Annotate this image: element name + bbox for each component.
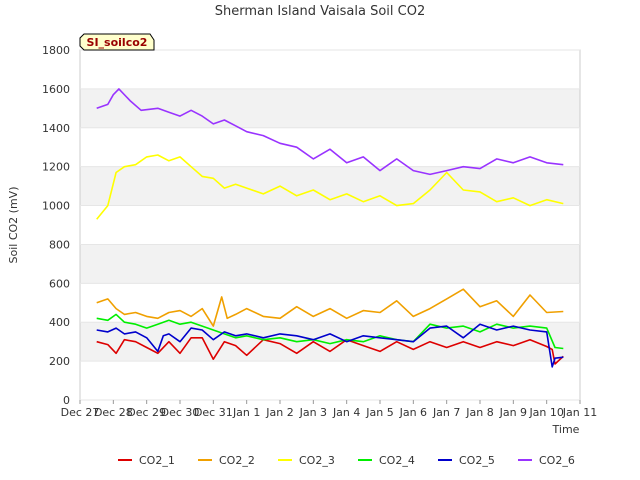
chart-title: Sherman Island Vaisala Soil CO2 bbox=[215, 4, 425, 19]
legend-label: CO2_5 bbox=[459, 454, 495, 467]
x-tick-label: Dec 28 bbox=[94, 406, 133, 419]
legend-item: CO2_6 bbox=[518, 454, 575, 467]
y-tick-label: 200 bbox=[49, 355, 70, 368]
x-tick-label: Jan 10 bbox=[528, 406, 563, 419]
y-tick-label: 800 bbox=[49, 238, 70, 251]
x-tick-label: Dec 31 bbox=[194, 406, 233, 419]
grid-band bbox=[80, 88, 580, 128]
legend-label: CO2_2 bbox=[219, 454, 255, 467]
y-axis-label: Soil CO2 (mV) bbox=[7, 187, 20, 264]
x-tick-label: Jan 8 bbox=[465, 406, 493, 419]
badge-box bbox=[79, 33, 155, 51]
x-tick-label: Jan 1 bbox=[232, 406, 260, 419]
x-tick-label: Jan 6 bbox=[399, 406, 427, 419]
legend: CO2_1 CO2_2 CO2_3 CO2_4 CO2_5 CO2_6 bbox=[118, 454, 575, 467]
legend-item: CO2_3 bbox=[278, 454, 335, 467]
legend-label: CO2_6 bbox=[539, 454, 575, 467]
y-tick-label: 0 bbox=[63, 394, 70, 407]
badge-label: SI_soilco2 bbox=[87, 36, 148, 49]
badge: SI_soilco2 bbox=[79, 33, 155, 51]
legend-label: CO2_1 bbox=[139, 454, 175, 467]
y-tick-label: 1800 bbox=[42, 44, 70, 57]
y-tick-label: 1400 bbox=[42, 122, 70, 135]
legend-item: CO2_2 bbox=[198, 454, 255, 467]
x-tick-label: Jan 3 bbox=[299, 406, 327, 419]
y-tick-label: 1000 bbox=[42, 200, 70, 213]
series-line-co2-6 bbox=[96, 88, 564, 176]
x-tick-label: Jan 9 bbox=[499, 406, 527, 419]
y-tick-label: 400 bbox=[49, 316, 70, 329]
y-tick-label: 1200 bbox=[42, 161, 70, 174]
series-line-co2-4 bbox=[96, 313, 564, 350]
legend-item: CO2_4 bbox=[358, 454, 415, 467]
x-tick-label: Jan 7 bbox=[432, 406, 460, 419]
x-tick-label: Dec 30 bbox=[161, 406, 200, 419]
series-line-co2-3 bbox=[96, 154, 564, 220]
grid-band bbox=[80, 244, 580, 284]
y-tick-label: 1600 bbox=[42, 83, 70, 96]
legend-label: CO2_4 bbox=[379, 454, 415, 467]
grid-bands bbox=[80, 88, 580, 362]
y-tick-label: 600 bbox=[49, 277, 70, 290]
x-tick-label: Jan 2 bbox=[265, 406, 293, 419]
y-tick-labels: 0 200 400 600 800 1000 1200 1400 1600 1800 bbox=[42, 44, 70, 407]
legend-item: CO2_1 bbox=[118, 454, 175, 467]
x-axis-label: Time bbox=[552, 423, 580, 436]
legend-label: CO2_3 bbox=[299, 454, 335, 467]
series-line-co2-2 bbox=[96, 288, 564, 327]
x-tick-label: Dec 27 bbox=[61, 406, 100, 419]
x-tick-label: Jan 4 bbox=[332, 406, 360, 419]
series-line-co2-5 bbox=[96, 323, 564, 368]
series-line-co2-1 bbox=[96, 336, 564, 365]
x-tick-label: Jan 5 bbox=[365, 406, 393, 419]
x-tick-label: Jan 11 bbox=[562, 406, 597, 419]
legend-item: CO2_5 bbox=[438, 454, 495, 467]
x-tick-label: Dec 29 bbox=[127, 406, 166, 419]
series-layer bbox=[96, 88, 564, 368]
